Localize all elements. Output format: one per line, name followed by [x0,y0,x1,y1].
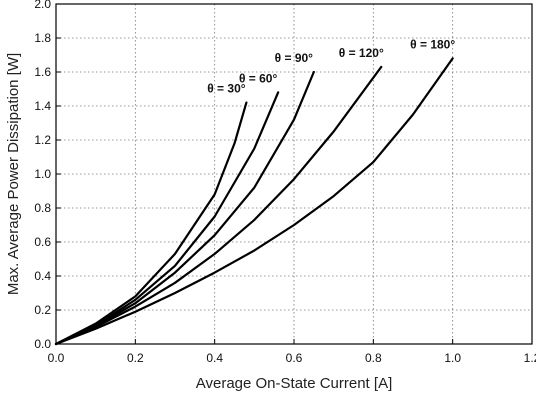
plot-frame [55,3,533,345]
series-label: θ = 180° [410,37,455,51]
tick-layer: 0.0 0.2 0.4 0.6 0.8 1.0 1.2 0.0 0.2 0.4 0.6 0.8 1.0 1… [34,0,536,365]
series-label: θ = 30° [207,82,246,96]
y-tick-label: 0.8 [34,201,51,215]
y-tick-label: 0.6 [34,235,51,249]
series-line [54,101,248,346]
series-line [54,57,454,346]
series-label: θ = 90° [275,51,314,65]
x-tick-label: 0.8 [365,351,382,365]
series-label: θ = 120° [339,46,384,60]
y-tick-label: 0.4 [34,269,51,283]
x-tick-label: 0.6 [286,351,303,365]
x-tick-label: 1.0 [444,351,461,365]
x-tick-label: 0.0 [48,351,65,365]
y-axis-label: Max. Average Power Dissipation [W] [5,53,22,295]
y-tick-label: 0.2 [34,303,51,317]
series-label: θ = 60° [239,71,278,85]
series-line [54,70,315,346]
curves-layer [54,57,454,346]
y-tick-label: 1.4 [34,99,51,113]
y-tick-label: 1.6 [34,65,51,79]
y-tick-label: 1.0 [34,167,51,181]
series-line [54,91,280,346]
x-tick-label: 1.2 [524,351,536,365]
grid-layer [56,4,532,344]
y-tick-label: 1.8 [34,31,51,45]
y-tick-label: 2.0 [34,0,51,11]
x-tick-label: 0.4 [206,351,223,365]
curve-labels-layer: θ = 30°θ = 60° θ = 90° θ = 120° θ = 180° [207,37,455,95]
series-line [54,65,383,346]
y-tick-label: 1.2 [34,133,51,147]
x-tick-label: 0.2 [127,351,144,365]
y-tick-label: 0.0 [34,337,51,351]
x-axis-label: Average On-State Current [A] [196,375,393,392]
